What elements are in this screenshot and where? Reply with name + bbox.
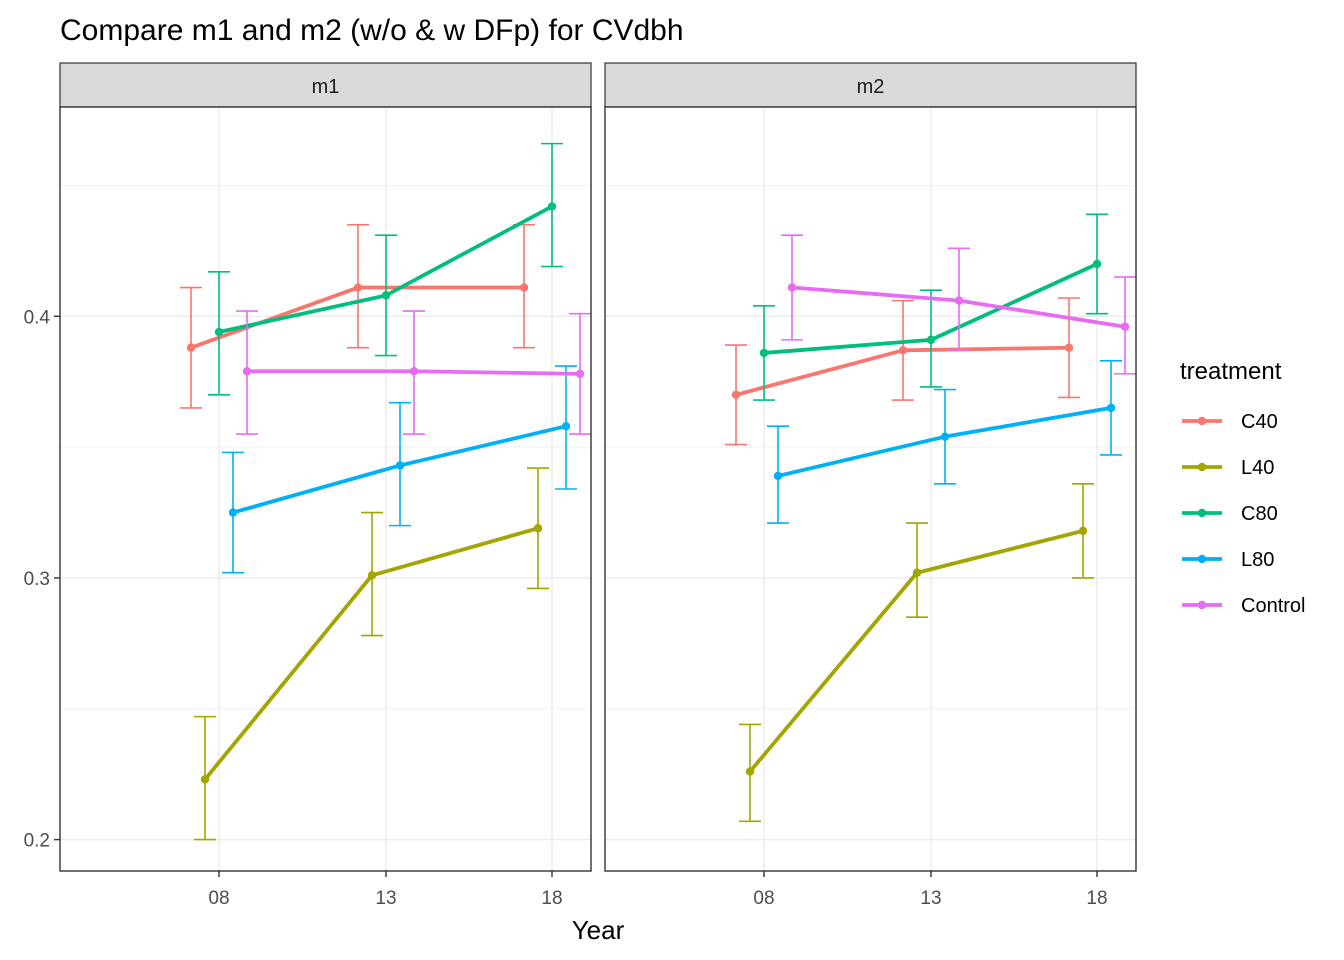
- data-point: [547, 202, 557, 211]
- data-point: [242, 367, 252, 376]
- data-point: [1120, 322, 1130, 331]
- data-point: [353, 283, 363, 292]
- data-point: [912, 568, 922, 577]
- legend-label: L80: [1241, 549, 1274, 571]
- data-point: [519, 283, 529, 292]
- x-tick-label: 08: [753, 888, 774, 909]
- x-tick-label: 08: [208, 888, 229, 909]
- data-point: [200, 775, 210, 784]
- x-axis-title: Year: [572, 915, 625, 945]
- legend-label: C80: [1241, 503, 1278, 525]
- x-tick-label: 13: [920, 888, 941, 909]
- data-point: [186, 343, 196, 352]
- data-point: [214, 327, 224, 337]
- strip-label: m1: [312, 76, 340, 98]
- legend-key-point: [1197, 508, 1207, 518]
- data-point: [926, 335, 936, 345]
- series-l80: [767, 359, 1122, 524]
- data-point: [773, 471, 783, 481]
- panel-border: [604, 106, 1137, 872]
- data-point: [745, 767, 755, 776]
- panel-border: [59, 106, 592, 872]
- data-point: [561, 422, 571, 431]
- data-point: [787, 283, 797, 292]
- legend-key-point: [1197, 554, 1207, 564]
- legend-label: L40: [1241, 457, 1274, 479]
- chart-title: Compare m1 and m2 (w/o & w DFp) for CVdb…: [60, 14, 684, 47]
- data-point: [1078, 526, 1088, 536]
- strip-label: m2: [857, 76, 885, 98]
- data-point: [381, 291, 391, 300]
- data-point: [759, 348, 769, 358]
- series-l40: [739, 482, 1094, 823]
- data-point: [898, 346, 908, 355]
- series-c80: [753, 213, 1108, 401]
- data-point: [575, 369, 585, 379]
- series-control: [781, 234, 1136, 375]
- data-point: [1064, 343, 1074, 352]
- series-l40: [194, 467, 549, 841]
- series-l80: [222, 365, 577, 574]
- panels: m1 08 13 18 0.2 0.3 0.4 m2 08 13 18: [24, 62, 1137, 909]
- data-point: [395, 461, 405, 470]
- legend-title: treatment: [1180, 358, 1282, 385]
- series-c40: [725, 297, 1080, 446]
- data-point: [731, 390, 741, 400]
- x-tick-label: 18: [1086, 888, 1107, 909]
- series-c40: [180, 223, 535, 409]
- data-point: [940, 432, 950, 441]
- data-point: [409, 367, 419, 376]
- legend-item-l80: L80: [1182, 549, 1274, 571]
- legend-label: C40: [1241, 411, 1278, 433]
- panel-m1: m1 08 13 18 0.2 0.3 0.4: [24, 62, 592, 909]
- legend: treatment C40 L40 C80 L80 Control: [1180, 358, 1305, 617]
- legend-item-c40: C40: [1182, 411, 1278, 433]
- plot-background: [60, 107, 591, 871]
- legend-item-c80: C80: [1182, 503, 1278, 525]
- data-point: [533, 524, 543, 533]
- legend-key-point: [1197, 600, 1207, 610]
- data-point: [954, 296, 964, 305]
- series-control: [236, 310, 591, 435]
- plot-background: [605, 107, 1136, 871]
- x-tick-label: 18: [541, 888, 562, 909]
- data-point: [367, 571, 377, 580]
- y-tick-label: 0.4: [24, 307, 51, 328]
- data-point: [1092, 259, 1102, 269]
- data-point: [1106, 403, 1116, 413]
- series-c80: [208, 142, 563, 396]
- legend-item-control: Control: [1182, 595, 1305, 617]
- legend-key-point: [1197, 416, 1207, 426]
- x-tick-label: 13: [375, 888, 396, 909]
- legend-label: Control: [1241, 595, 1305, 617]
- legend-key-point: [1197, 462, 1207, 472]
- y-tick-label: 0.3: [24, 569, 50, 590]
- panel-m2: m2 08 13 18: [604, 62, 1137, 909]
- strip-background: [604, 62, 1137, 108]
- data-point: [228, 508, 238, 517]
- y-tick-label: 0.2: [24, 831, 50, 852]
- legend-item-l40: L40: [1182, 457, 1274, 479]
- strip-background: [59, 62, 592, 108]
